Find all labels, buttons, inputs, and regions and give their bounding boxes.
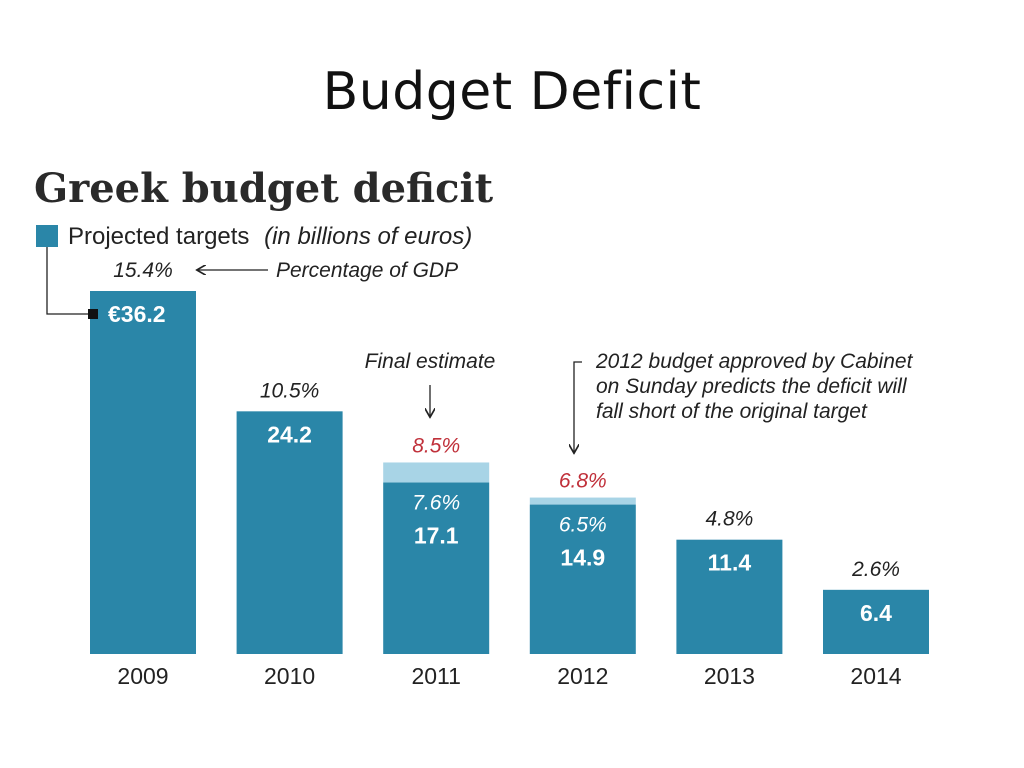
pct-label-2014: 2.6% [851, 558, 900, 581]
pct-label-2013: 4.8% [705, 508, 753, 531]
legend-label: Projected targets (in billions of euros) [68, 223, 472, 250]
value-label-2014: 6.4 [860, 600, 892, 626]
budget-note-annotation: 2012 budget approved by Cabinet on Sunda… [574, 350, 914, 452]
legend-label-text: Projected targets [68, 223, 249, 250]
budget-note-line-2: on Sunday predicts the deficit will [596, 375, 908, 398]
budget-note-line-3: fall short of the original target [596, 400, 868, 423]
bar-2011 [383, 482, 490, 654]
pct-label-2011: 7.6% [412, 492, 460, 515]
legend-connector-marker [88, 309, 98, 319]
final-estimate-note: Final estimate [365, 350, 496, 373]
legend-swatch [36, 225, 58, 247]
pct-gdp-note: Percentage of GDP [276, 259, 458, 282]
value-label-2013: 11.4 [708, 550, 752, 576]
bar-2010 [236, 411, 343, 654]
slide-title: Budget Deficit [322, 62, 702, 122]
x-tick-label-2011: 2011 [411, 663, 460, 689]
legend-connector [46, 247, 98, 319]
pct-label-2010: 10.5% [260, 379, 320, 402]
chart-title: Greek budget deficit [34, 165, 494, 212]
value-label-2011: 17.1 [414, 523, 459, 549]
bars-group [90, 291, 929, 654]
final-estimate-annotation: Final estimate [365, 350, 496, 416]
pct-label-2009: 15.4% [113, 259, 173, 282]
labels-group: 2009 15.4% €36.2 2010 10.5% 24.2 2011 8.5% 7.6% 1… [108, 259, 902, 689]
x-tick-label-2014: 2014 [850, 663, 901, 689]
final-estimate-bar-2012 [529, 497, 636, 505]
final-pct-label-2011: 8.5% [412, 434, 460, 457]
pct-gdp-annotation: Percentage of GDP [198, 259, 458, 282]
bar-2013 [676, 539, 783, 654]
x-tick-label-2010: 2010 [264, 663, 315, 689]
pct-label-2012: 6.5% [559, 514, 607, 537]
x-tick-label-2013: 2013 [704, 663, 755, 689]
value-label-2009: €36.2 [108, 301, 166, 327]
bar-2009 [90, 291, 196, 654]
legend-connector-line [46, 247, 90, 315]
value-label-2012: 14.9 [560, 545, 605, 571]
final-pct-label-2012: 6.8% [559, 470, 607, 493]
bar-2012 [529, 504, 636, 654]
x-tick-label-2012: 2012 [557, 663, 608, 689]
legend: Projected targets (in billions of euros) [36, 223, 472, 250]
x-tick-label-2009: 2009 [117, 663, 168, 689]
final-estimate-bar-2011 [383, 462, 490, 483]
budget-note-arrow [574, 361, 582, 452]
legend-unit-text: (in billions of euros) [264, 223, 472, 250]
budget-note-line-1: 2012 budget approved by Cabinet [595, 350, 914, 373]
bar-2014 [823, 589, 929, 654]
value-label-2010: 24.2 [267, 421, 312, 447]
